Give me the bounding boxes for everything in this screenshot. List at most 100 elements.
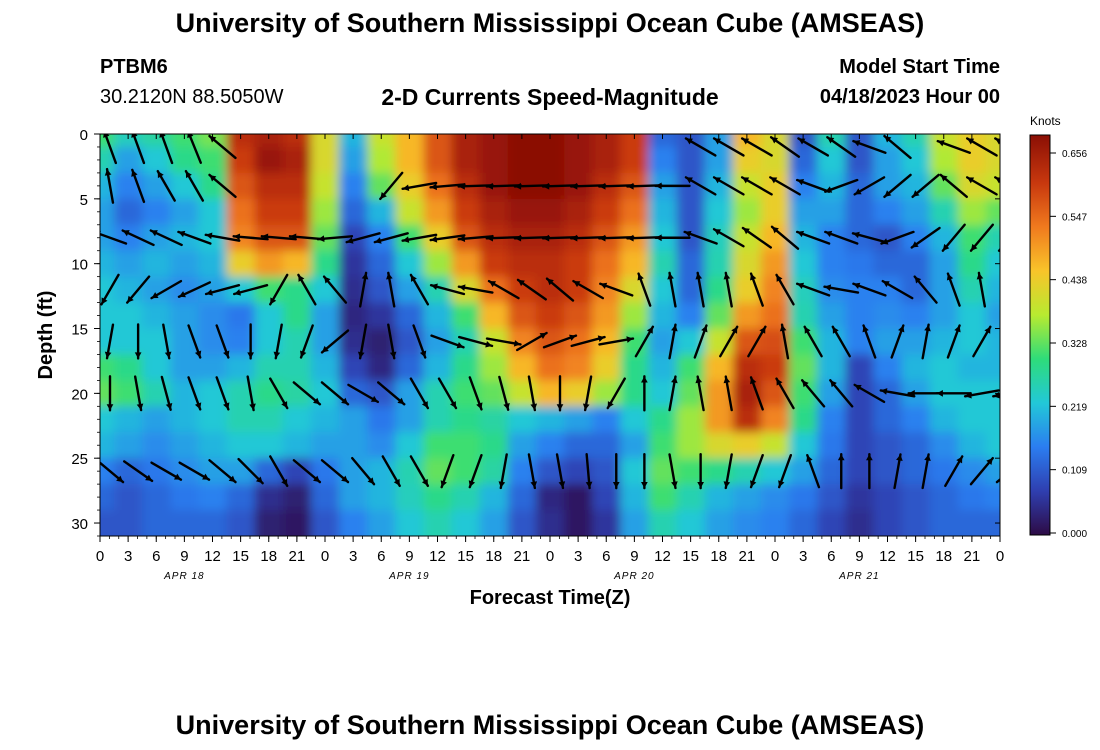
heat-cell — [339, 250, 368, 278]
current-vector — [269, 455, 289, 488]
current-vector — [852, 282, 887, 297]
heat-cell — [985, 224, 1000, 252]
heat-cell — [170, 510, 200, 536]
heat-cell — [845, 250, 875, 278]
heat-cell — [957, 198, 987, 226]
y-axis-label: Depth (ft) — [35, 291, 57, 380]
heat-cell — [142, 354, 171, 381]
heat-cell — [648, 146, 678, 174]
heat-cell — [676, 406, 706, 433]
heat-cell — [676, 146, 706, 174]
current-vector — [824, 230, 859, 245]
heat-cell — [451, 146, 481, 174]
current-vector — [572, 279, 605, 300]
heat-cell — [310, 146, 340, 174]
x-tick-label: 18 — [260, 548, 277, 565]
heat-cell — [901, 198, 931, 226]
heat-cell — [339, 432, 368, 459]
current-vector — [769, 136, 801, 158]
heat-cell — [732, 406, 762, 433]
current-vector — [131, 134, 146, 165]
heat-cell — [479, 146, 509, 174]
x-axis-label: Forecast Time(Z) — [470, 587, 631, 609]
heat-cell — [535, 302, 565, 330]
current-vector — [654, 182, 691, 190]
heat-cell — [845, 354, 875, 381]
heat-cell — [564, 302, 593, 330]
station-id: PTBM6 — [100, 56, 168, 78]
current-vector — [997, 246, 1000, 252]
current-vector — [693, 324, 708, 359]
current-vector — [401, 233, 438, 243]
current-vector — [697, 452, 704, 490]
heat-cell — [226, 510, 256, 536]
current-vector — [134, 323, 142, 360]
heat-cell — [423, 510, 453, 536]
current-vector — [237, 457, 264, 485]
current-vector — [131, 168, 146, 204]
heat-cell — [198, 354, 228, 381]
current-vector — [437, 377, 458, 410]
current-vector — [377, 381, 406, 406]
heat-cell — [985, 458, 1000, 485]
heat-cell — [985, 328, 1000, 356]
current-vector — [740, 176, 773, 196]
heat-cell — [929, 406, 959, 433]
heat-cell — [142, 432, 171, 459]
current-vector — [806, 453, 821, 489]
heat-cell — [732, 510, 762, 536]
heat-cell — [535, 146, 565, 174]
heat-cell — [170, 484, 200, 511]
x-tick-label: 15 — [682, 548, 699, 565]
heat-cell — [985, 146, 1000, 174]
heat-cell — [592, 354, 621, 381]
heat-cell — [226, 198, 256, 226]
current-vector — [429, 283, 466, 296]
model-start-value: 04/18/2023 Hour 00 — [819, 86, 1000, 108]
current-vector — [409, 377, 430, 410]
heat-cell — [929, 146, 959, 174]
heat-cell — [367, 250, 396, 278]
current-vector — [208, 173, 237, 198]
current-vector — [542, 334, 578, 349]
heat-cell — [760, 302, 790, 330]
heat-cell — [648, 354, 678, 381]
heat-cell — [254, 302, 284, 330]
heat-cell — [423, 146, 453, 174]
heat-cell — [732, 484, 762, 511]
heat-cell — [873, 302, 903, 330]
heat-cell — [957, 432, 987, 459]
current-vector — [941, 223, 966, 252]
heat-cell — [423, 406, 453, 433]
heat-cell — [704, 510, 734, 536]
x-tick-label: 12 — [879, 548, 896, 565]
heat-cell — [451, 302, 481, 330]
heat-cell — [873, 484, 903, 511]
current-vector — [485, 337, 522, 347]
current-vector — [634, 325, 655, 358]
current-vector — [1005, 273, 1013, 306]
heat-cell — [479, 302, 509, 330]
heat-cell — [170, 250, 200, 278]
heat-cell — [310, 510, 340, 536]
heat-cell — [535, 250, 565, 278]
current-vector — [795, 230, 831, 245]
heat-cell — [676, 302, 706, 330]
current-vector — [749, 453, 764, 489]
current-vector — [837, 452, 845, 490]
heat-cell — [395, 250, 425, 278]
x-tick-label: 21 — [739, 548, 756, 565]
heat-cell — [817, 406, 846, 433]
current-vector — [769, 176, 801, 196]
y-axis: 0 5 10 15 20 25 30 — [71, 127, 1000, 537]
heat-cell — [170, 406, 200, 433]
heat-cell — [142, 302, 171, 330]
heat-cell — [254, 354, 284, 381]
heat-cell — [704, 354, 734, 381]
current-vector — [527, 375, 538, 412]
heat-cell — [254, 406, 284, 433]
heat-cell — [760, 406, 790, 433]
heat-cell — [198, 432, 228, 459]
heat-cell — [648, 432, 678, 459]
current-vector — [570, 335, 606, 348]
